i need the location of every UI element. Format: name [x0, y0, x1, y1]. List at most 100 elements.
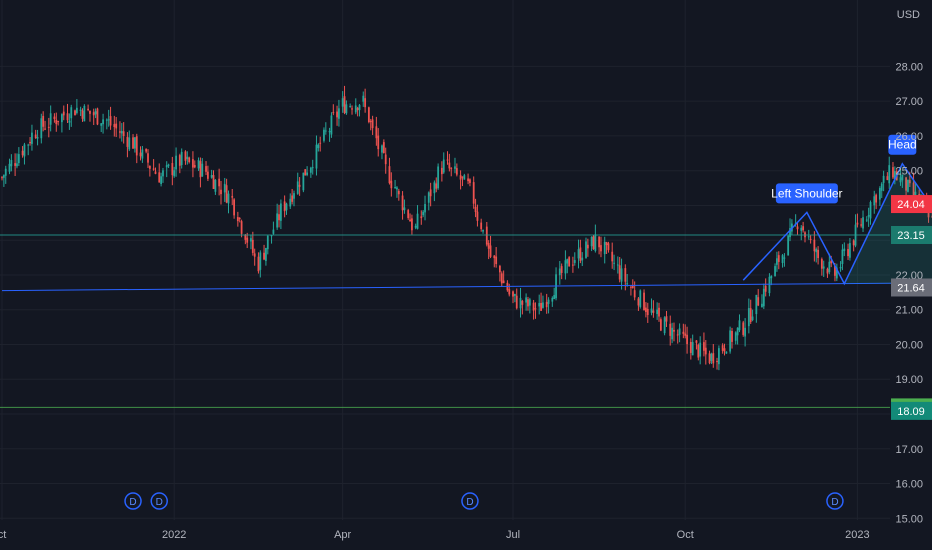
- candle-body: [414, 225, 417, 228]
- candle-body: [186, 156, 189, 160]
- candle-body: [240, 221, 243, 234]
- candle-body: [227, 193, 230, 204]
- candle-body: [40, 118, 43, 139]
- candle-body: [375, 126, 378, 139]
- candle-body: [87, 108, 90, 111]
- candle-body: [31, 132, 33, 144]
- candle-body: [429, 189, 432, 197]
- candle-body: [500, 273, 503, 284]
- y-tick-label: 20.00: [895, 339, 923, 351]
- candle-body: [901, 174, 904, 181]
- candle-body: [107, 119, 110, 121]
- candle-body: [498, 265, 501, 273]
- candle-body: [197, 160, 200, 169]
- candle-body: [369, 120, 372, 123]
- candle-body: [388, 166, 391, 184]
- candle-body: [914, 191, 917, 198]
- candle-body: [489, 245, 492, 257]
- price-tag-box: [891, 278, 932, 297]
- candle-body: [678, 328, 681, 335]
- candle-body: [328, 131, 331, 133]
- candle-body: [338, 108, 340, 119]
- candle-body: [341, 98, 344, 107]
- candle-body: [738, 320, 741, 331]
- candle-body: [29, 141, 31, 144]
- candle-body: [691, 342, 694, 356]
- candle-body: [620, 268, 623, 282]
- candle-body: [16, 163, 18, 167]
- candle-body: [802, 226, 805, 231]
- candle-body: [133, 137, 136, 149]
- candle-body: [411, 218, 413, 231]
- candle-body: [10, 160, 13, 167]
- candle-body: [323, 129, 325, 141]
- head-fill: [844, 163, 932, 284]
- candle-body: [214, 179, 217, 192]
- candle-body: [362, 95, 365, 102]
- candle-body: [839, 267, 842, 269]
- candle-body: [165, 165, 168, 168]
- candle-body: [828, 261, 831, 273]
- y-tick-label: 21.00: [895, 305, 923, 317]
- candle-body: [253, 253, 256, 257]
- candle-body: [27, 144, 30, 146]
- candle-body: [762, 288, 765, 307]
- candle-body: [776, 258, 778, 265]
- candle-body: [474, 206, 477, 212]
- candle-body: [47, 126, 50, 128]
- candle-body: [630, 286, 632, 288]
- x-tick-label: Jul: [506, 529, 520, 541]
- candle-body: [867, 215, 870, 217]
- candle-body: [424, 204, 426, 213]
- candle-body: [175, 155, 177, 170]
- candle-body: [553, 295, 556, 299]
- candle-body: [147, 153, 149, 163]
- candle-body: [789, 228, 791, 238]
- candle-body: [1, 177, 3, 179]
- candle-body: [100, 123, 103, 126]
- y-tick-label: 16.00: [895, 479, 923, 491]
- candle-body: [167, 164, 170, 166]
- candle-body: [171, 163, 174, 176]
- candle-body: [60, 114, 63, 123]
- candle-body: [669, 323, 672, 336]
- candle-body: [527, 299, 529, 307]
- candle-body: [94, 111, 97, 115]
- candle-body: [493, 255, 496, 259]
- candle-body: [371, 119, 374, 129]
- candle-body: [476, 211, 479, 221]
- candle-body: [532, 302, 535, 311]
- candle-body: [781, 255, 784, 263]
- candle-body: [717, 348, 720, 365]
- candle-body: [75, 107, 78, 113]
- candle-body: [158, 172, 161, 183]
- head-shoulders-pattern: [742, 162, 932, 286]
- candle-body: [579, 247, 582, 261]
- candle-body: [298, 184, 301, 187]
- candle-body: [435, 183, 438, 189]
- candle-body: [671, 327, 674, 340]
- candle-body: [132, 137, 134, 149]
- candle-body: [89, 110, 91, 114]
- candle-body: [390, 180, 393, 189]
- candle-body: [637, 298, 640, 306]
- candle-body: [755, 294, 758, 315]
- candle-body: [113, 124, 116, 128]
- candle-body: [122, 131, 125, 137]
- candle-body: [521, 300, 524, 305]
- candle-body: [319, 142, 322, 144]
- candle-body: [145, 149, 148, 152]
- candle-body: [2, 175, 5, 178]
- candle-body: [600, 245, 602, 252]
- candle-body: [807, 236, 810, 238]
- candle-body: [311, 167, 314, 169]
- candle-body: [446, 159, 449, 161]
- candle-body: [450, 168, 453, 170]
- candle-body: [238, 218, 241, 220]
- candle-body: [731, 331, 733, 342]
- candle-body: [467, 178, 469, 182]
- candle-body: [545, 301, 548, 308]
- candle-body: [178, 155, 181, 166]
- candle-body: [843, 248, 846, 251]
